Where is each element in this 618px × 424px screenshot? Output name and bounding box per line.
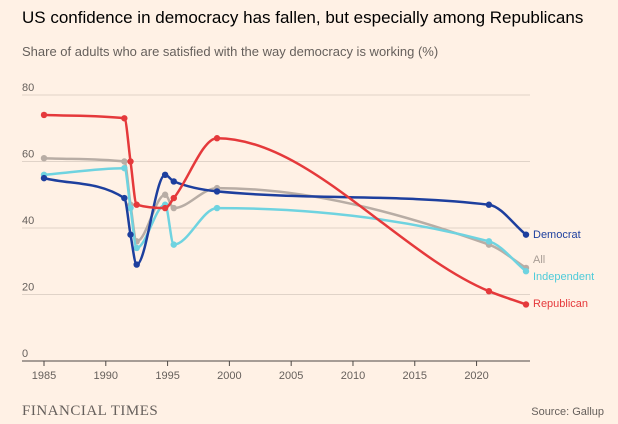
- series-labels: Democrat All Independent Republican: [533, 229, 594, 310]
- line-chart: 0 20 40 60 80 1985 1990 1995 2000 2005 2010 2015 20…: [22, 82, 594, 382]
- independent-point: [121, 164, 128, 172]
- independent-point: [127, 204, 134, 212]
- all-label: All: [533, 254, 545, 266]
- source-note: Source: Gallup: [531, 406, 604, 418]
- x-tick-label: 1985: [32, 370, 56, 382]
- gridlines: [22, 94, 530, 362]
- y-tick-label: 40: [22, 215, 34, 227]
- all-point: [170, 204, 177, 212]
- democrat-point: [522, 231, 530, 238]
- democrat-point: [40, 174, 48, 182]
- republican-line: [42, 113, 528, 306]
- republican-point: [170, 194, 177, 202]
- y-tick-label: 0: [22, 348, 28, 360]
- republican-point: [485, 287, 493, 295]
- democrat-point: [161, 171, 169, 178]
- x-tick-label: 2015: [403, 370, 427, 382]
- republican-point: [213, 135, 221, 142]
- x-tick-label: 1995: [155, 370, 179, 382]
- x-tick-label: 1990: [94, 370, 118, 382]
- x-tick-label: 2010: [341, 370, 365, 382]
- republican-point: [127, 158, 134, 165]
- chart-subtitle: Share of adults who are satisfied with t…: [22, 44, 439, 59]
- democrat-point: [213, 188, 221, 195]
- democrat-label: Democrat: [533, 229, 581, 241]
- all-point: [161, 191, 169, 198]
- independent-line: [42, 166, 528, 273]
- all-point: [121, 158, 128, 165]
- democrat-point: [121, 194, 128, 202]
- y-axis-ticks: 0 20 40 60 80: [22, 82, 34, 360]
- independent-point: [133, 244, 140, 252]
- independent-point: [522, 268, 530, 275]
- republican-point: [133, 201, 140, 208]
- all-point: [40, 154, 48, 162]
- democrat-point: [170, 178, 177, 185]
- x-axis-ticks: 1985 1990 1995 2000 2005 2010 2015 2020: [32, 361, 489, 382]
- independent-label: Independent: [533, 271, 594, 283]
- democrat-point: [485, 201, 493, 208]
- democrat-point: [127, 231, 134, 238]
- y-tick-label: 20: [22, 282, 34, 294]
- x-tick-label: 2005: [279, 370, 303, 382]
- brand-logo: FINANCIAL TIMES: [22, 403, 159, 419]
- series-lines: [40, 111, 530, 308]
- independent-point: [213, 204, 221, 212]
- republican-label: Republican: [533, 298, 588, 310]
- republican-point: [121, 115, 128, 122]
- y-tick-label: 60: [22, 149, 34, 161]
- republican-point: [40, 111, 48, 119]
- republican-point: [522, 301, 530, 308]
- x-tick-label: 2000: [217, 370, 241, 382]
- republican-point: [161, 204, 169, 212]
- all-line: [42, 156, 528, 270]
- y-tick-label: 80: [22, 82, 34, 94]
- independent-point: [485, 238, 493, 245]
- democrat-point: [133, 261, 140, 268]
- democrat-line: [42, 173, 528, 266]
- independent-point: [170, 241, 177, 248]
- x-tick-label: 2020: [464, 370, 488, 382]
- chart-title: US confidence in democracy has fallen, b…: [22, 8, 584, 27]
